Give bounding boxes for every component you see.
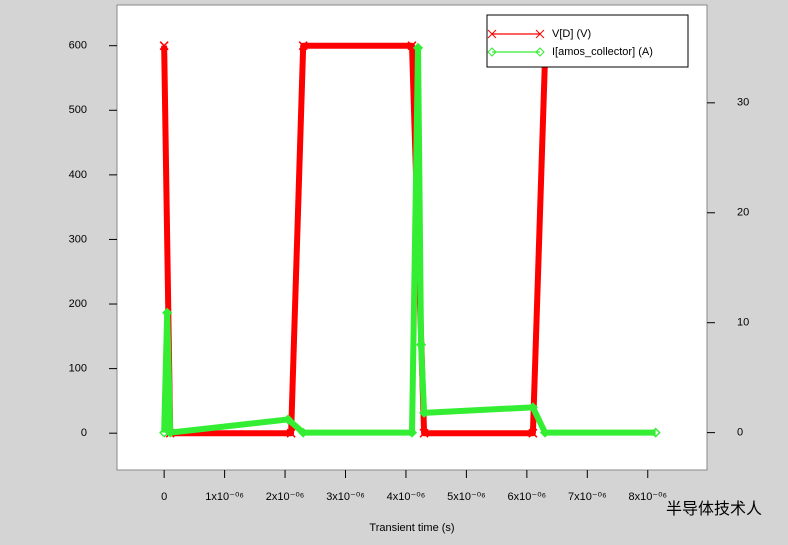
y-tick-label: 100: [69, 363, 87, 375]
x-tick-label: 6x10⁻⁰⁶: [508, 491, 547, 503]
y-tick-label: 400: [69, 169, 87, 181]
marker: [165, 427, 176, 438]
marker: [286, 428, 296, 438]
marker: [162, 307, 173, 318]
legend-label: V[D] (V): [552, 28, 591, 40]
x-tick-label: 8x10⁻⁰⁶: [628, 491, 667, 503]
legend: [486, 14, 689, 68]
marker: [650, 427, 661, 438]
y-tick-label: 300: [69, 233, 87, 245]
y2-tick-label: 0: [737, 427, 743, 439]
marker: [298, 427, 309, 438]
legend-label: I[amos_collector] (A): [552, 46, 653, 58]
x-tick-label: 7x10⁻⁰⁶: [568, 491, 607, 503]
marker: [527, 402, 538, 413]
legend-marker: [535, 47, 545, 57]
x-tick-label: 4x10⁻⁰⁶: [387, 491, 426, 503]
watermark: 半导体技术人: [666, 500, 762, 518]
marker: [419, 428, 429, 438]
marker: [159, 41, 169, 51]
x-axis-label: Transient time (s): [369, 522, 454, 534]
y2-tick-label: 30: [737, 97, 749, 109]
marker: [416, 339, 427, 350]
marker: [539, 427, 551, 438]
x-tick-label: 2x10⁻⁰⁶: [266, 491, 305, 503]
legend-marker: [535, 29, 545, 39]
series-line: [161, 44, 656, 436]
x-tick-label: 3x10⁻⁰⁶: [326, 491, 365, 503]
marker: [412, 42, 424, 53]
y-tick-label: 600: [69, 40, 87, 52]
y-tick-label: 0: [81, 427, 87, 439]
x-tick-label: 5x10⁻⁰⁶: [447, 491, 486, 503]
marker: [528, 428, 538, 438]
marker: [419, 407, 430, 418]
y-tick-label: 200: [69, 298, 87, 310]
x-tick-label: 0: [161, 491, 167, 503]
y2-tick-label: 10: [737, 317, 749, 329]
marker: [406, 427, 418, 438]
marker: [298, 41, 308, 51]
y2-tick-label: 20: [737, 207, 749, 219]
y-tick-label: 500: [69, 104, 87, 116]
legend-marker: [487, 47, 497, 57]
marker: [283, 414, 294, 425]
legend-marker: [487, 29, 497, 39]
x-tick-label: 1x10⁻⁰⁶: [205, 491, 244, 503]
